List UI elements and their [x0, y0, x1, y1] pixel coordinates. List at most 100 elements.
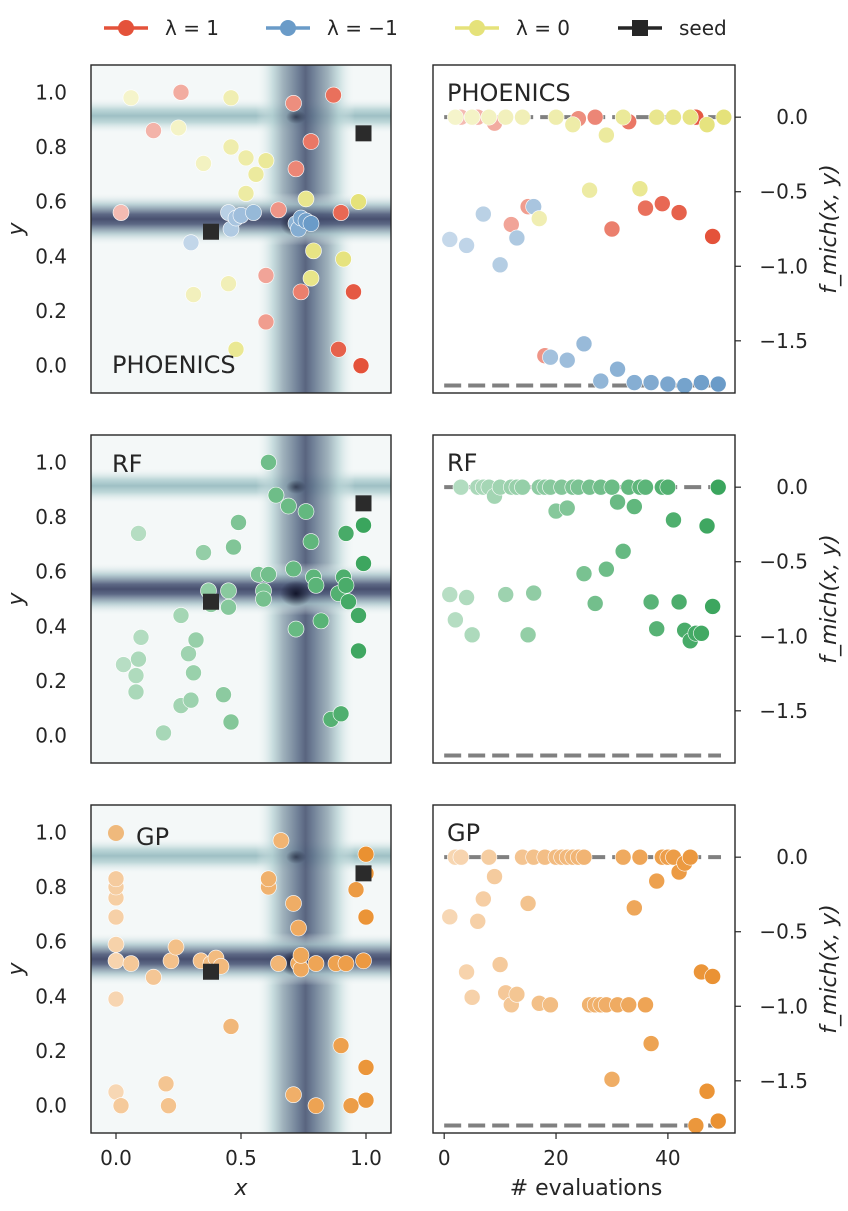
y-tick-label: −1.0 — [759, 994, 808, 1018]
param-panel-phoenics-param: 0.0 0.2 0.4 0.6 0.8 1.0 y PHOENICS — [4, 64, 392, 394]
data-point — [350, 193, 367, 210]
panel-annotation: RF — [112, 450, 142, 478]
data-point — [257, 152, 275, 169]
data-point — [347, 881, 365, 899]
data-point — [497, 586, 515, 603]
data-point — [332, 204, 350, 221]
data-point — [564, 116, 582, 133]
data-point — [463, 108, 481, 126]
data-point — [626, 899, 643, 917]
data-point — [357, 1091, 375, 1109]
y-tick-label: 0.4 — [35, 244, 67, 268]
data-point — [337, 955, 355, 972]
data-point — [285, 560, 302, 578]
data-point — [220, 582, 237, 600]
data-point — [285, 94, 302, 112]
data-point — [693, 374, 710, 391]
data-point — [307, 577, 325, 594]
panel-title: GP — [447, 819, 480, 847]
data-point — [525, 584, 542, 602]
data-point — [681, 848, 699, 866]
panel-annotation: PHOENICS — [112, 351, 236, 379]
x-tick-label: 0.0 — [100, 1146, 132, 1170]
data-point — [598, 560, 615, 578]
data-point — [220, 598, 237, 616]
legend-marker — [118, 20, 134, 36]
data-point — [670, 204, 688, 221]
heatmap-minimum — [280, 580, 312, 607]
x-tick-label: 20 — [543, 1146, 568, 1170]
data-point — [270, 201, 287, 219]
data-point — [637, 996, 654, 1014]
landscape-heatmap — [91, 65, 391, 393]
data-point — [469, 912, 487, 930]
y-axis-label: y — [4, 962, 29, 977]
data-point — [508, 986, 526, 1003]
data-point — [222, 713, 240, 731]
y-tick-label: 0.4 — [35, 614, 67, 638]
data-point — [227, 340, 245, 358]
data-point — [715, 108, 733, 126]
y-tick-label: 1.0 — [35, 450, 67, 474]
data-point — [614, 108, 632, 126]
data-point — [337, 577, 355, 594]
scatter-points — [112, 84, 372, 374]
data-point — [497, 108, 515, 126]
data-point — [145, 968, 162, 986]
seed-marker — [203, 593, 219, 610]
data-point — [260, 454, 277, 471]
data-point — [463, 626, 481, 644]
y-tick-label: 0.0 — [35, 724, 67, 748]
panel-annotation: GP — [136, 823, 169, 851]
y-tick-label: 0.2 — [35, 1039, 67, 1063]
data-point — [337, 525, 355, 542]
data-point — [704, 598, 721, 615]
data-point — [185, 286, 202, 303]
data-point — [709, 375, 727, 393]
data-point — [167, 938, 185, 956]
data-point — [280, 497, 297, 515]
data-point — [340, 593, 357, 611]
y-axis-label: y — [4, 222, 29, 237]
y-tick-label: 0.0 — [35, 354, 67, 378]
legend: λ = 1 λ = −1 λ = 0 seed — [104, 16, 727, 40]
axes-frame — [432, 804, 736, 1134]
y-tick-label: 0.8 — [35, 505, 67, 529]
data-point — [107, 952, 125, 970]
trace-panel-rf-trace: 0.0 −0.5 −1.0 −1.5 f_mich(x, y) RF — [432, 434, 842, 764]
data-point — [458, 237, 475, 254]
heatmap-minimum — [286, 479, 306, 494]
y-tick-label: 0.6 — [35, 930, 67, 954]
data-point — [491, 256, 509, 274]
trace-panel-gp-trace: 0.0 −0.5 −1.0 −1.5 f_mich(x, y) 0 20 40 # evalua… — [432, 804, 842, 1201]
data-point — [270, 955, 287, 972]
data-point — [620, 996, 638, 1014]
data-point — [245, 204, 262, 221]
x-tick-label: 1.0 — [350, 1146, 382, 1170]
data-point — [222, 1018, 240, 1035]
data-point — [687, 1117, 705, 1133]
seed-marker — [355, 495, 372, 512]
data-point — [575, 565, 593, 582]
seed-marker — [203, 223, 219, 240]
data-point — [127, 683, 145, 701]
data-point — [447, 611, 464, 629]
data-point — [681, 108, 699, 126]
data-point — [698, 116, 716, 133]
data-point — [215, 686, 232, 703]
data-point — [530, 210, 548, 227]
data-point — [626, 498, 643, 515]
data-point — [285, 1086, 302, 1104]
y-tick-label: 0.8 — [35, 875, 67, 899]
data-point — [704, 228, 721, 245]
seed-marker — [203, 963, 219, 980]
y-tick-label: 1.0 — [35, 80, 67, 104]
legend-item: λ = 0 — [455, 16, 570, 40]
data-point — [112, 1097, 130, 1114]
data-point — [307, 1097, 325, 1114]
data-point — [441, 586, 459, 603]
data-point — [112, 204, 130, 221]
y-tick-label: −0.5 — [759, 550, 808, 574]
data-point — [312, 612, 330, 630]
data-point — [350, 607, 367, 624]
